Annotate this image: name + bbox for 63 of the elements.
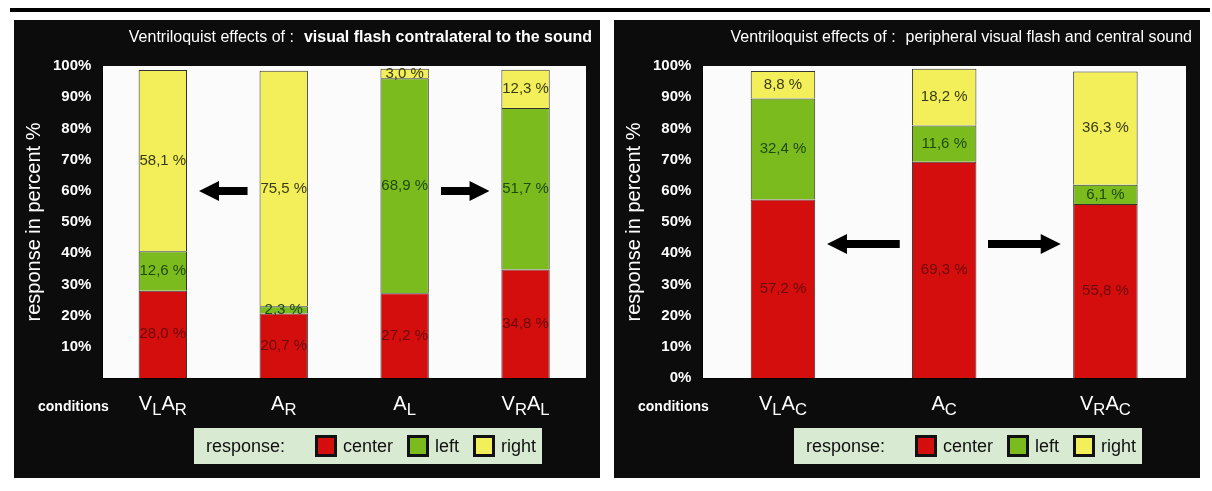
y-tick-label: 30%	[61, 274, 92, 292]
x-tick-label: V$_{L}$A$_{R}$	[138, 392, 187, 420]
data-label: 69,3 %	[920, 260, 968, 278]
legend-title: response:	[806, 435, 886, 457]
data-label: 12,3 %	[502, 79, 549, 97]
y-tick-label: 100%	[52, 56, 92, 74]
x-tick-label: V$_{L}$A$_{C}$	[758, 392, 807, 420]
y-axis-title: response in percent %	[621, 122, 644, 322]
data-label: 36,3 %	[1082, 118, 1129, 136]
data-label: 34,8 %	[502, 313, 549, 331]
data-label: 11,6 %	[921, 133, 967, 151]
chart-title: Ventriloquist effects of :	[730, 28, 896, 45]
data-label: 28,0 %	[139, 324, 187, 342]
y-tick-label: 20%	[61, 305, 92, 323]
x-axis-title: conditions	[638, 398, 709, 414]
data-label: 27,2 %	[381, 325, 428, 343]
data-label: 8,8 %	[763, 74, 803, 92]
x-tick-label: A$_{R}$	[271, 392, 297, 420]
y-tick-label: 60%	[661, 180, 692, 198]
y-tick-label: 50%	[61, 212, 92, 230]
legend-label: center	[343, 435, 394, 457]
data-label: 55,8 %	[1082, 281, 1129, 299]
x-tick-label: A$_{C}$	[931, 392, 957, 420]
legend-label: left	[1035, 435, 1060, 457]
y-tick-label: 70%	[661, 149, 692, 167]
y-tick-label: 80%	[61, 118, 92, 136]
y-tick-label: 30%	[661, 274, 692, 292]
legend-label: left	[435, 435, 460, 457]
data-label: 68,9 %	[381, 175, 428, 193]
chart-subtitle: visual flash contralateral to the sound	[303, 28, 592, 45]
chart-title: Ventriloquist effects of :	[128, 28, 294, 45]
y-tick-label: 90%	[661, 87, 692, 105]
data-label: 75,5 %	[260, 178, 308, 196]
y-tick-label: 90%	[61, 87, 92, 105]
legend-title: response:	[206, 435, 286, 457]
y-tick-label: 50%	[661, 212, 692, 230]
y-tick-label: 100%	[652, 56, 692, 74]
legend-label: right	[1101, 435, 1137, 457]
y-tick-label: 10%	[61, 336, 92, 354]
x-tick-label: A$_{L}$	[393, 392, 416, 420]
x-axis-title: conditions	[38, 398, 109, 414]
x-tick-label: V$_{R}$A$_{L}$	[501, 392, 550, 420]
data-label: 58,1 %	[139, 150, 187, 168]
y-tick-label: 60%	[61, 180, 92, 198]
y-tick-label: 40%	[61, 243, 92, 261]
y-tick-label: 0%	[669, 368, 692, 386]
data-label: 20,7 %	[260, 335, 308, 353]
y-tick-label: 10%	[661, 336, 692, 354]
y-tick-label: 80%	[661, 118, 692, 136]
legend-label: right	[501, 435, 537, 457]
data-label: 57,2 %	[759, 278, 807, 296]
data-label: 12,6 %	[139, 261, 187, 279]
data-label: 18,2 %	[920, 87, 968, 105]
data-label: 51,7 %	[502, 178, 549, 196]
data-label: 6,1 %	[1086, 184, 1125, 202]
legend-label: center	[943, 435, 994, 457]
y-tick-label: 40%	[661, 243, 692, 261]
y-tick-label: 20%	[661, 305, 692, 323]
chart-subtitle: peripheral visual flash and central sound	[905, 28, 1192, 45]
y-axis-title: response in percent %	[21, 122, 44, 322]
x-tick-label: V$_{R}$A$_{C}$	[1080, 392, 1131, 420]
y-tick-label: 70%	[61, 149, 92, 167]
data-label: 32,4 %	[759, 139, 807, 157]
